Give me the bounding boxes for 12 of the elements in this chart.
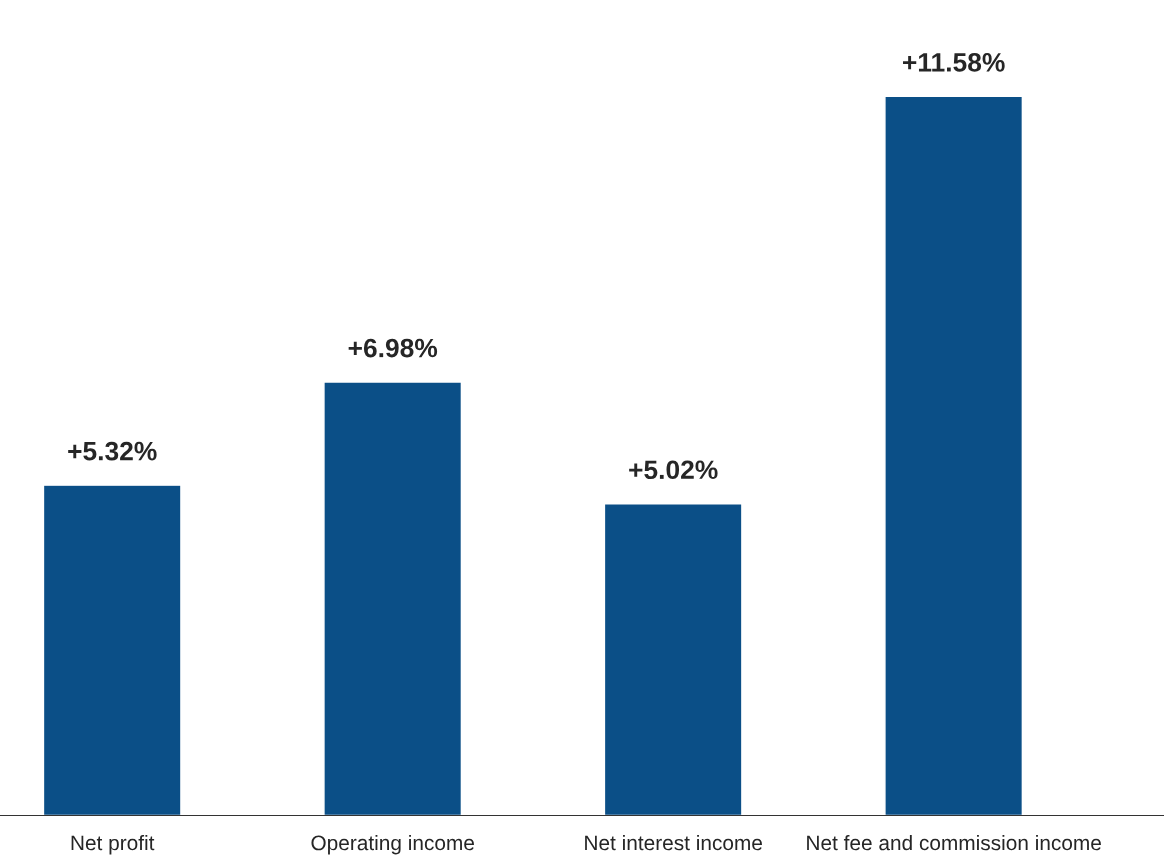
data-label: +11.58% [903, 53, 1005, 72]
x-tick-label: Operating income [311, 834, 474, 855]
x-tick-label: Net profit [71, 834, 155, 855]
data-label: +6.98% [348, 338, 438, 358]
bar [323, 381, 463, 816]
bar [603, 503, 743, 816]
data-label: +5.02% [629, 460, 718, 480]
data-label: +5.32% [68, 441, 157, 461]
x-tick-label: Net interest income [585, 834, 762, 851]
bar [42, 484, 182, 816]
x-tick-label: Net fee and commission income [807, 834, 1101, 851]
bar [884, 95, 1024, 816]
